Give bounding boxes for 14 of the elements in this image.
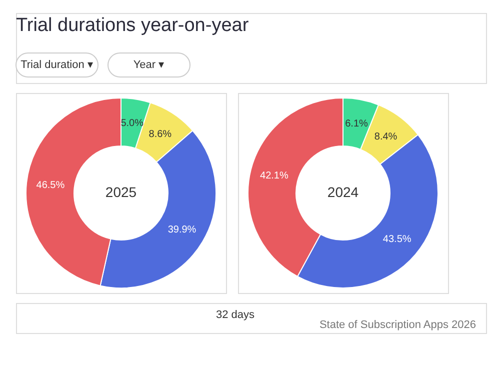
data-label: 8.4%	[374, 131, 398, 142]
text: Trial durations year-on-year	[16, 15, 250, 36]
data-label: 6.1%	[345, 118, 368, 130]
data-label: 43.5%	[382, 234, 412, 245]
data-label: 8.6%	[148, 128, 172, 140]
data-label: 46.5%	[36, 180, 65, 192]
data-label: 39.9%	[168, 224, 196, 236]
text: 2024	[327, 184, 359, 200]
data-label: 42.1%	[260, 170, 288, 182]
text: State of Subscription Apps 2026	[319, 319, 476, 331]
text: Trial duration ▾	[20, 59, 94, 71]
text: Year ▾	[133, 59, 165, 71]
text: 2025	[105, 184, 137, 200]
text: 32 days	[216, 309, 256, 321]
